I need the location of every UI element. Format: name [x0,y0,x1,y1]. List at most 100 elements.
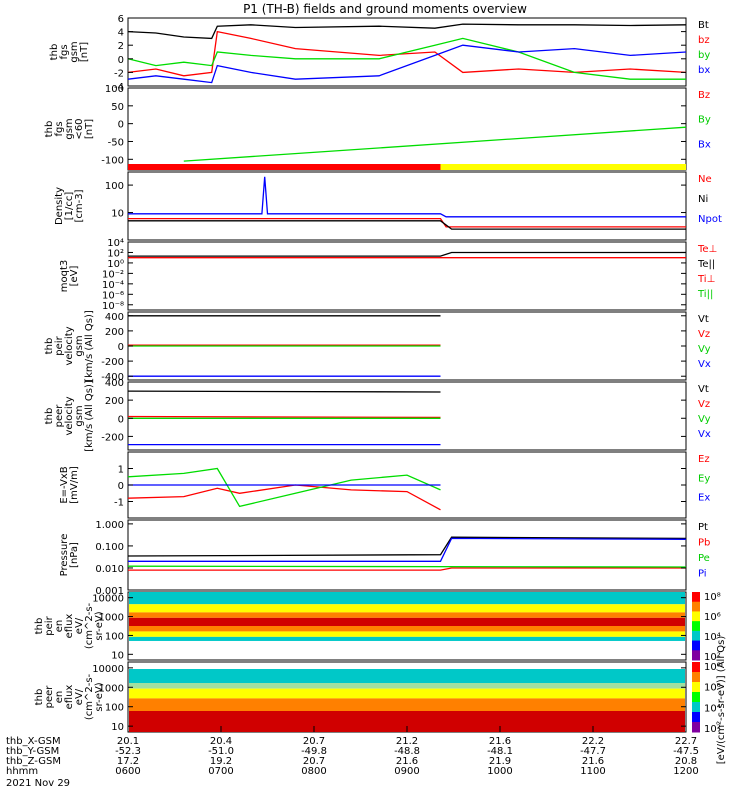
colorbar-segment-8-4 [692,630,700,642]
series-line-bx [127,44,687,84]
y-tick-label: 50 [111,102,124,113]
y-axis-label: gsm [64,118,75,139]
x-tick-label: -51.0 [208,746,234,757]
panel-frame-2 [127,171,687,241]
x-tick-label: 21.6 [489,736,511,747]
x-tick-label: 20.4 [210,736,232,747]
series-line-Vz [127,415,441,419]
series-line-Pb [128,567,686,571]
x-tick-label: 0800 [301,766,326,777]
y-tick-label: 100 [105,181,124,192]
x-tick-label: -48.1 [487,746,513,757]
y-tick-label: 0.001 [95,586,124,597]
y-tick-label: -1 [114,498,124,509]
y-tick-label: 200 [105,327,124,338]
series-line-Te|| [128,251,686,257]
y-tick-label: 10⁴ [107,238,124,249]
y-axis-label: sr-eV) [94,682,105,711]
y-axis-label: [km/s (All Qs)] [84,310,95,382]
y-tick-label: -400 [101,372,124,383]
legend-entry-Vt: Vt [698,314,709,325]
legend-entry-Ti⊥: Ti⊥ [697,274,715,285]
colorbar-segment-9-5 [692,712,700,723]
y-axis-label: (cm^2-s- [84,673,95,720]
x-tick-label: -47.5 [673,746,699,757]
legend-entry-Pe: Pe [698,553,710,564]
y-tick-label: 200 [105,396,124,407]
y-tick-label: 10⁻² [102,269,124,280]
y-axis-label: thb [44,121,55,138]
spectrogram-band-8-2 [129,612,685,618]
y-tick-label: 0 [118,55,124,66]
panel-frame-5 [127,381,687,451]
x-tick-label: 17.2 [117,756,139,767]
x-tick-label: 20.1 [117,736,139,747]
y-axis-label: [mV/m] [69,466,80,504]
series-line-bz [127,30,687,77]
y-tick-label: 10⁻⁸ [102,301,124,312]
y-axis-label: peir [44,615,55,635]
panel-frame-1 [127,87,687,171]
x-tick-label: 1200 [673,766,698,777]
colorbar-tick-label: 10⁸ [704,662,721,673]
y-tick-label: 2 [118,41,124,52]
series-line-Ez [127,484,441,511]
y-tick-label: 4 [118,28,124,39]
colorbar-segment-9-1 [692,672,700,683]
spectrogram-band-8-3 [129,617,685,626]
colorbar-segment-8-1 [692,601,700,612]
y-axis-label: [km/s (All Qs)] [84,380,95,452]
x-tick-label: 1000 [487,766,512,777]
y-axis-label: sr-eV) [94,611,105,640]
y-tick-label: -4 [114,82,124,93]
y-axis-label: eV/ [74,617,85,634]
x-tick-label: 22.7 [675,736,697,747]
y-axis-label: gsm [74,405,85,426]
series-line-Npot [128,176,686,218]
y-tick-label: 10000 [92,594,124,605]
series-line-By [183,126,687,162]
x-tick-label: -52.3 [115,746,141,757]
legend-entry-Bz: Bz [698,90,710,101]
y-tick-label: 1.000 [95,520,124,531]
y-tick-label: 10⁰ [107,259,124,270]
legend-entry-Te⊥: Te⊥ [697,244,717,255]
y-axis-label: thb [44,408,55,425]
series-line-Ni [128,220,686,230]
x-tick-label: 21.6 [582,756,604,767]
colorbar-segment-9-3 [692,692,700,703]
y-tick-label: 1 [118,465,124,476]
x-axis-row-label: thb_X-GSM [6,736,61,747]
y-axis-label: Density [54,187,65,225]
y-axis-label: velocity [64,326,75,365]
x-tick-label: 22.2 [582,736,604,747]
y-axis-label: eflux [64,685,75,710]
y-tick-label: 10000 [92,664,124,675]
colorbar-tick-label: 10² [704,652,721,663]
y-axis-label: eflux [64,614,75,639]
series-line-Ey [127,467,441,508]
legend-entry-Te||: Te|| [697,259,715,270]
y-tick-label: 400 [105,378,124,389]
chart-title: P1 (TH-B) fields and ground moments over… [243,2,527,16]
legend-entry-Vy: Vy [698,344,711,355]
colorbar-segment-8-6 [692,650,700,661]
y-axis-label: thb [44,338,55,355]
legend-entry-Bx: Bx [698,139,711,150]
colorbar-segment-8-5 [692,640,700,651]
y-tick-label: -50 [108,137,124,148]
x-tick-label: -47.7 [580,746,606,757]
legend-entry-Ex: Ex [698,493,710,504]
colorbar-segment-9-2 [692,682,700,693]
legend-entry-bx: bx [698,65,710,76]
legend-entry-bz: bz [698,35,710,46]
y-tick-label: 0.100 [95,542,124,553]
x-tick-label: 0600 [115,766,140,777]
y-tick-label: 100 [105,703,124,714]
legend-entry-Vx: Vx [698,359,711,370]
legend-entry-Vz: Vz [698,329,710,340]
y-tick-label: 10⁻⁶ [102,290,124,301]
x-tick-label: 20.7 [303,756,325,767]
y-axis-label: [eV] [69,266,80,287]
